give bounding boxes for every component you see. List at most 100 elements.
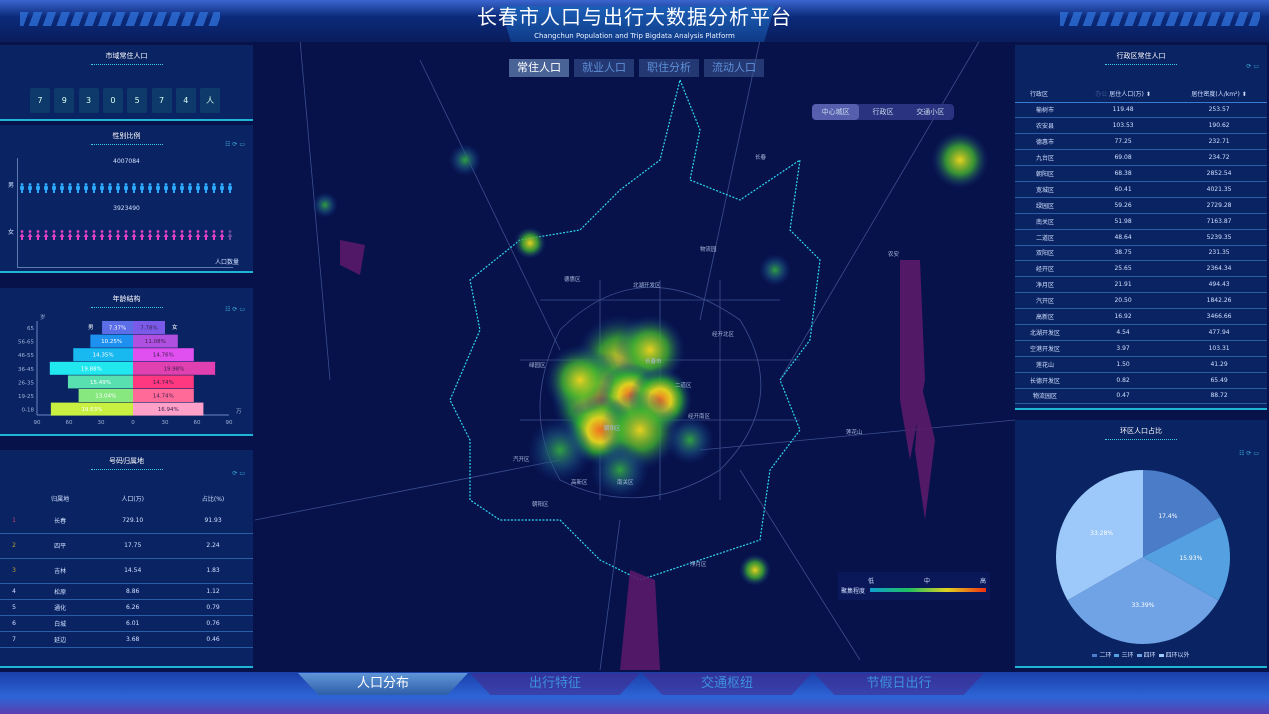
male-person-icon xyxy=(123,178,129,197)
cell: 21.91 xyxy=(1075,276,1172,294)
cell: 69.08 xyxy=(1075,149,1172,167)
table-row[interactable]: 3 吉林 14.54 1.83 xyxy=(0,558,253,584)
table-row[interactable]: 南关区 51.98 7163.87 xyxy=(1015,213,1267,230)
cell: 3.68 xyxy=(92,631,174,648)
female-bar[interactable] xyxy=(133,361,216,375)
bar-value-label: 11.08% xyxy=(145,339,166,345)
tab-employment[interactable]: 就业人口 xyxy=(574,59,634,77)
panel-tools[interactable]: ☷ ⟳ ▭ xyxy=(225,306,245,313)
panel-tools[interactable]: ⟳ ▭ xyxy=(232,470,245,477)
scope-admin-district[interactable]: 行政区 xyxy=(872,108,894,116)
table-row[interactable]: 物流园区 0.47 88.72 xyxy=(1015,388,1267,405)
female-bar[interactable] xyxy=(133,321,165,334)
table-row[interactable]: 净月区 21.91 494.43 xyxy=(1015,276,1267,294)
male-person-icon xyxy=(219,178,225,197)
table-row[interactable]: 经开区 25.65 2364.34 xyxy=(1015,260,1267,278)
table-row[interactable]: 绿园区 59.26 2729.28 xyxy=(1015,197,1267,214)
table-row[interactable]: 6 白城 6.01 0.76 xyxy=(0,615,253,632)
panel-tools[interactable]: ☷ ⟳ ▭ xyxy=(225,141,245,148)
cell: 729.10 xyxy=(92,508,174,534)
male-bar[interactable] xyxy=(90,334,133,348)
table-row[interactable]: 2 四平 17.75 2.24 xyxy=(0,533,253,559)
table-row[interactable]: 4 松原 8.86 1.12 xyxy=(0,583,253,600)
table-row[interactable]: 德惠市 77.25 232.71 xyxy=(1015,133,1267,151)
male-bar[interactable] xyxy=(67,375,133,389)
table-row[interactable]: 榆树市 119.48 253.57 xyxy=(1015,102,1267,119)
cell: 双阳区 xyxy=(1015,245,1075,262)
male-person-icon xyxy=(211,178,217,197)
table-row[interactable]: 宽城区 60.41 4021.35 xyxy=(1015,181,1267,198)
col-header[interactable]: 居住密度(人/km²) ⬍ xyxy=(1171,85,1267,102)
female-person-icon xyxy=(131,225,137,244)
cell: 477.94 xyxy=(1171,324,1267,341)
panel-tools[interactable]: ⟳ ▭ xyxy=(1246,63,1259,70)
nav-transport-hub[interactable]: 交通枢纽 xyxy=(642,673,812,695)
tab-resident[interactable]: 常住人口 xyxy=(509,59,569,77)
male-bar[interactable] xyxy=(78,389,133,402)
male-person-icon xyxy=(171,178,177,197)
table-row[interactable]: 农安县 103.53 190.62 xyxy=(1015,117,1267,135)
axis-label: 人口数量 xyxy=(214,259,239,266)
cell: 白城 xyxy=(28,615,93,632)
female-bar[interactable] xyxy=(133,389,194,402)
female-person-icon xyxy=(211,225,217,244)
male-bar[interactable] xyxy=(102,321,133,334)
table-row[interactable]: 1 长春 729.10 91.93 xyxy=(0,508,253,534)
table-row[interactable]: 高新区 16.92 3466.66 xyxy=(1015,308,1267,325)
legend-item[interactable]: 四环以外 xyxy=(1158,650,1190,659)
table-row[interactable]: 九台区 69.08 234.72 xyxy=(1015,149,1267,167)
cell: 16.92 xyxy=(1075,308,1172,325)
female-bar[interactable] xyxy=(133,348,194,362)
scope-traffic-zone[interactable]: 交通小区 xyxy=(916,108,945,116)
female-bar[interactable] xyxy=(133,402,204,416)
cell: 494.43 xyxy=(1171,276,1267,294)
col-header[interactable]: 办公 居住人口(万) ⬍ xyxy=(1075,85,1171,102)
female-bar[interactable] xyxy=(133,334,178,348)
table-row[interactable]: 双阳区 38.75 231.35 xyxy=(1015,245,1267,262)
male-bar[interactable] xyxy=(50,402,133,416)
table-row[interactable]: 空港开发区 3.97 103.31 xyxy=(1015,340,1267,357)
male-person-icon xyxy=(91,178,97,197)
table-row[interactable]: 5 通化 6.26 0.79 xyxy=(0,599,253,616)
legend-item[interactable]: 二环 xyxy=(1092,650,1111,659)
pie-slice[interactable] xyxy=(1067,557,1219,644)
nav-holiday-trips[interactable]: 节假日出行 xyxy=(814,673,984,695)
col-header: 占比(%) xyxy=(201,495,225,503)
cell: 91.93 xyxy=(173,508,253,534)
female-person-icon xyxy=(91,225,97,244)
pie-slice[interactable] xyxy=(1056,470,1143,601)
male-legend: 男 xyxy=(88,324,94,331)
panel-tools[interactable]: ☷ ⟳ ▭ xyxy=(1239,450,1259,457)
age-structure-panel: 年龄结构 ☷ ⟳ ▭ 65 7.37% 7.78% 56-65 10.25% 11.08%… xyxy=(0,288,253,436)
table-row[interactable]: 二道区 48.64 5239.35 xyxy=(1015,229,1267,246)
female-bar[interactable] xyxy=(133,375,194,389)
sort-icon[interactable]: ⬍ xyxy=(1241,90,1247,98)
heat-spot xyxy=(514,227,546,259)
pie-slice[interactable] xyxy=(1143,517,1230,601)
legend-high: 高 xyxy=(980,578,987,585)
sort-icon[interactable]: ⬍ xyxy=(1145,90,1151,98)
male-bar[interactable] xyxy=(49,361,133,375)
scope-center-city[interactable]: 中心城区 xyxy=(812,104,860,120)
table-row[interactable]: 长德开发区 0.82 65.49 xyxy=(1015,372,1267,389)
cell: 0.79 xyxy=(173,599,253,616)
table-row[interactable]: 汽开区 20.50 1842.26 xyxy=(1015,292,1267,310)
nav-trip-characteristics[interactable]: 出行特征 xyxy=(470,673,640,695)
tab-floating[interactable]: 流动人口 xyxy=(704,59,764,77)
tab-job-housing[interactable]: 职住分析 xyxy=(639,59,699,77)
table-row[interactable]: 朝阳区 68.38 2852.54 xyxy=(1015,165,1267,182)
table-row[interactable]: 北湖开发区 4.54 477.94 xyxy=(1015,324,1267,341)
table-row[interactable]: 7 延边 3.68 0.46 xyxy=(0,631,253,648)
female-person-icon xyxy=(35,225,41,244)
map-district-label: 汽开区 xyxy=(513,457,530,463)
nav-population-distribution[interactable]: 人口分布 xyxy=(298,673,468,695)
pie-slice[interactable] xyxy=(1143,470,1221,557)
legend-item[interactable]: 四环 xyxy=(1136,650,1156,659)
cell: 3.97 xyxy=(1075,340,1172,357)
legend-item[interactable]: 三环 xyxy=(1114,650,1134,659)
table-row[interactable]: 莲花山 1.50 41.29 xyxy=(1015,356,1267,373)
col-header[interactable]: 行政区 xyxy=(1030,90,1049,98)
male-bar[interactable] xyxy=(73,348,133,362)
x-tick-label: 30 xyxy=(162,420,169,426)
male-person-icon xyxy=(75,178,81,197)
